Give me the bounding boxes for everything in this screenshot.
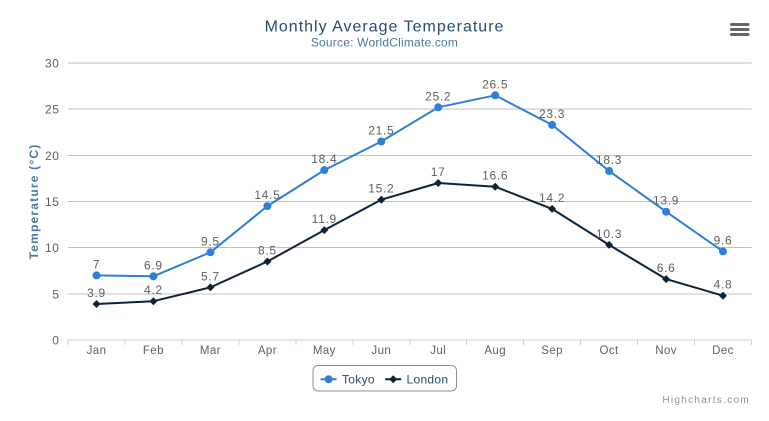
svg-text:9.6: 9.6 (714, 233, 733, 247)
svg-text:18.3: 18.3 (596, 153, 622, 167)
svg-text:10: 10 (45, 241, 60, 255)
svg-text:Mar: Mar (200, 345, 221, 357)
svg-text:15: 15 (45, 195, 60, 209)
svg-text:Feb: Feb (143, 345, 164, 357)
svg-text:4.8: 4.8 (714, 278, 733, 292)
svg-text:Jul: Jul (430, 345, 446, 357)
svg-text:0: 0 (52, 334, 59, 348)
svg-text:4.2: 4.2 (144, 283, 163, 297)
svg-text:Nov: Nov (655, 345, 677, 357)
svg-text:11.9: 11.9 (312, 212, 337, 226)
svg-text:10.3: 10.3 (596, 227, 622, 241)
svg-text:Oct: Oct (600, 345, 619, 357)
svg-text:23.3: 23.3 (539, 107, 565, 121)
svg-text:26.5: 26.5 (482, 77, 508, 91)
svg-text:30: 30 (45, 57, 60, 71)
svg-text:Jun: Jun (371, 345, 391, 357)
svg-text:21.5: 21.5 (368, 124, 394, 138)
svg-text:London: London (407, 372, 449, 386)
svg-text:Monthly Average Temperature: Monthly Average Temperature (265, 19, 505, 36)
svg-text:Apr: Apr (258, 345, 277, 357)
svg-text:17: 17 (431, 165, 446, 179)
svg-text:Highcharts.com: Highcharts.com (662, 395, 750, 406)
svg-text:Tokyo: Tokyo (342, 372, 375, 386)
svg-text:5: 5 (52, 287, 59, 301)
svg-text:16.6: 16.6 (482, 169, 508, 183)
svg-text:Sep: Sep (541, 345, 563, 357)
svg-text:Dec: Dec (712, 345, 734, 357)
svg-text:Jan: Jan (87, 345, 107, 357)
svg-text:15.2: 15.2 (368, 182, 394, 196)
svg-text:6.6: 6.6 (657, 261, 676, 275)
svg-text:13.9: 13.9 (653, 194, 679, 208)
svg-text:18.4: 18.4 (311, 152, 337, 166)
svg-text:5.7: 5.7 (201, 269, 220, 283)
svg-text:9.5: 9.5 (201, 234, 220, 248)
svg-text:25.2: 25.2 (425, 89, 451, 103)
svg-text:7: 7 (93, 257, 100, 271)
svg-text:14.2: 14.2 (539, 191, 565, 205)
svg-text:20: 20 (45, 149, 60, 163)
svg-text:8.5: 8.5 (258, 244, 277, 258)
svg-text:14.5: 14.5 (254, 188, 280, 202)
svg-text:Aug: Aug (484, 345, 506, 357)
svg-text:3.9: 3.9 (87, 286, 106, 300)
svg-text:Source: WorldClimate.com: Source: WorldClimate.com (311, 36, 458, 50)
svg-text:Temperature (°C): Temperature (°C) (27, 144, 41, 260)
svg-text:6.9: 6.9 (144, 258, 163, 272)
svg-text:May: May (313, 345, 336, 357)
svg-text:25: 25 (45, 103, 60, 117)
